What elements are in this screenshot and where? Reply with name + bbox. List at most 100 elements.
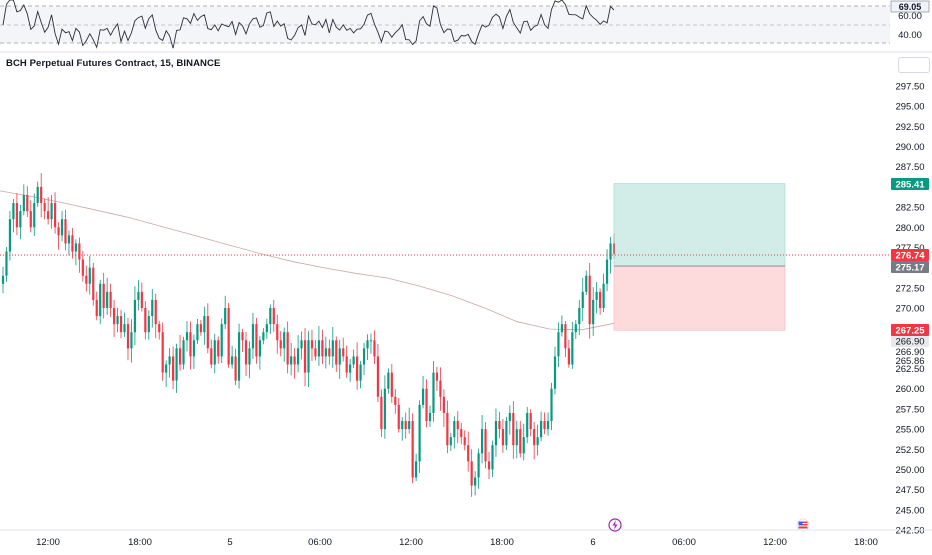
candle-body	[33, 203, 36, 228]
candle-body	[213, 340, 216, 365]
rsi-value-label: 69.05	[899, 2, 922, 12]
candle-body	[29, 211, 32, 228]
candle-body	[71, 235, 74, 252]
candle-body	[126, 324, 130, 349]
candle-body	[553, 356, 557, 389]
price-tick-label: 277.50	[895, 243, 924, 254]
price-axis[interactable]: 297.50 295.00 292.50 290.00 287.50 282.50 280.…	[895, 82, 924, 537]
target-price-label: 285.41	[895, 180, 925, 191]
candle-body	[158, 324, 161, 333]
candle-body	[533, 429, 536, 446]
candle-body	[460, 429, 463, 438]
time-tick-label: 5	[227, 537, 232, 548]
candle-body	[411, 421, 414, 478]
time-axis[interactable]: 12:00 18:00 5 06:00 12:00 18:00 6 06:00 12:00 18:…	[36, 537, 878, 548]
candle-body	[185, 332, 189, 341]
loss-zone[interactable]	[613, 265, 786, 331]
candle-body	[196, 324, 199, 341]
candle-body	[203, 316, 206, 333]
candle-body	[237, 332, 241, 381]
rsi-value-badge	[890, 0, 930, 13]
candle-body	[369, 340, 373, 342]
candle-body	[324, 348, 327, 357]
candle-body	[432, 372, 435, 413]
previous-close-badge: 266.90	[891, 336, 929, 348]
candle-body	[342, 348, 345, 357]
event-marker-us-flag[interactable]	[796, 518, 810, 532]
candle-body	[522, 437, 525, 454]
moving-average-line	[0, 190, 615, 331]
time-tick-label: 18:00	[128, 537, 152, 548]
rsi-pane[interactable]: 69.05 60.00 40.00	[0, 0, 930, 49]
price-pane[interactable]: 297.50 295.00 292.50 290.00 287.50 282.50 280.…	[0, 82, 929, 537]
candle-body	[345, 356, 348, 373]
candle-body	[112, 308, 116, 325]
candle-body	[40, 186, 43, 204]
candle-body	[74, 243, 78, 252]
event-marker-lightning[interactable]	[608, 518, 622, 532]
candle-body	[161, 332, 164, 373]
candle-body	[421, 388, 425, 405]
candle-body	[26, 194, 29, 212]
candle-body	[81, 259, 84, 276]
price-tick-label: 292.50	[895, 122, 924, 133]
candle-body	[376, 356, 380, 397]
profit-zone[interactable]	[613, 183, 786, 267]
candle-body	[442, 396, 445, 413]
time-tick-label: 6	[590, 537, 595, 548]
candle-body	[265, 324, 268, 333]
candle-body	[487, 461, 491, 470]
candle-body	[449, 437, 452, 446]
price-tick-label: 272.50	[895, 283, 924, 294]
time-tick-label: 12:00	[399, 537, 423, 548]
candle-body	[241, 332, 244, 341]
candle-body	[217, 340, 220, 357]
candle-body	[140, 291, 143, 308]
candle-body	[567, 348, 570, 365]
price-tick-label: 297.50	[895, 82, 924, 93]
stop-price-badge: 267.25	[891, 324, 929, 337]
long-position-tool[interactable]	[613, 183, 786, 331]
candle-body	[272, 308, 275, 325]
candle-body	[501, 429, 505, 446]
price-scale-button[interactable]	[898, 57, 930, 73]
candle-body	[310, 340, 314, 349]
candle-body	[581, 291, 584, 308]
symbol-title: BCH Perpetual Futures Contract, 15, BINA…	[6, 58, 221, 69]
candle-body	[36, 186, 39, 204]
axis-label-265-86: 265.86	[895, 356, 924, 367]
candle-body	[539, 421, 543, 438]
candle-body	[283, 332, 286, 349]
candle-body	[19, 211, 22, 228]
candle-body	[286, 332, 289, 365]
candle-body	[515, 429, 518, 446]
candle-body	[175, 348, 178, 381]
candle-body	[349, 364, 352, 373]
candle-body	[470, 461, 473, 486]
candle-body	[415, 461, 418, 478]
candle-body	[484, 429, 487, 462]
time-tick-label: 18:00	[490, 537, 514, 548]
candle-body	[394, 396, 397, 405]
candle-body	[463, 437, 466, 446]
candle-body	[50, 203, 53, 220]
candle-body	[390, 372, 393, 397]
candle-body	[224, 308, 227, 325]
price-tick-label: 247.50	[895, 485, 924, 496]
candle-body	[1, 275, 5, 284]
candle-body	[307, 340, 310, 373]
candle-body	[491, 445, 494, 470]
price-tick-label: 282.50	[895, 203, 924, 214]
candle-body	[418, 404, 421, 462]
candle-body	[64, 219, 67, 244]
candle-body	[78, 243, 81, 260]
candle-body	[474, 477, 477, 486]
rsi-level-60: 60.00	[898, 11, 922, 22]
candle-body	[279, 340, 282, 349]
rsi-level-40: 40.00	[898, 30, 922, 41]
last-price-label: 276.74	[895, 251, 925, 262]
candle-body	[508, 412, 511, 422]
last-price-badge: 276.74	[891, 249, 929, 262]
candle-body	[296, 348, 300, 365]
